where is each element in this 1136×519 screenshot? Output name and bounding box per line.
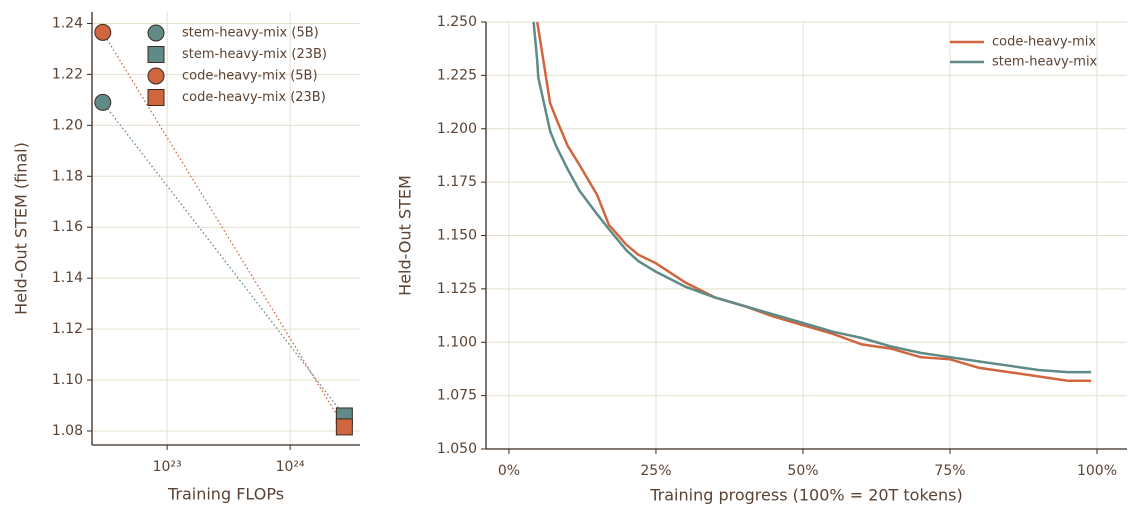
y-tick-label: 1.10: [52, 372, 83, 388]
legend-marker: [147, 46, 165, 63]
legend-label: code-heavy-mix (5B): [182, 69, 318, 84]
x-tick-label: 50%: [787, 463, 818, 479]
x-tick-label: 25%: [640, 463, 671, 479]
legend-label: stem-heavy-mix (5B): [182, 26, 319, 41]
x-tick-label: 10²³: [153, 459, 182, 475]
y-tick-label: 1.08: [52, 423, 83, 439]
y-tick-label: 1.24: [52, 15, 83, 31]
x-tick-label: 75%: [934, 463, 965, 479]
legend-label: stem-heavy-mix: [992, 55, 1098, 70]
y-tick-label: 1.20: [52, 117, 83, 133]
legend-marker: [147, 89, 165, 106]
legend-marker: [147, 24, 165, 42]
point: [94, 23, 112, 41]
connector: [102, 32, 345, 428]
y-tick-label: 1.14: [52, 270, 83, 286]
legend-label: code-heavy-mix (23B): [182, 90, 326, 105]
y-tick-label: 1.150: [437, 228, 477, 244]
y-tick-label: 1.250: [437, 14, 477, 30]
point: [335, 418, 353, 436]
y-tick-label: 1.175: [437, 174, 477, 190]
connector: [102, 102, 345, 417]
x-axis-label: Training FLOPs: [167, 485, 284, 504]
y-tick-label: 1.125: [437, 281, 477, 297]
legend-label: stem-heavy-mix (23B): [182, 47, 327, 62]
y-tick-label: 1.075: [437, 388, 477, 404]
y-tick-label: 1.16: [52, 219, 83, 235]
y-tick-label: 1.050: [437, 441, 477, 457]
x-axis-label: Training progress (100% = 20T tokens): [649, 486, 962, 505]
x-tick-label: 10²⁴: [276, 459, 305, 475]
y-axis-label: Held-Out STEM (final): [12, 142, 31, 315]
y-tick-label: 1.225: [437, 67, 477, 83]
line: [532, 21, 1092, 374]
y-tick-label: 1.22: [52, 66, 83, 82]
y-tick-label: 1.200: [437, 121, 477, 137]
legend-marker: [147, 67, 165, 85]
y-tick-label: 1.18: [52, 168, 83, 184]
x-tick-label: 100%: [1077, 463, 1117, 479]
point: [94, 93, 112, 111]
y-tick-label: 1.12: [52, 321, 83, 337]
legend-label: code-heavy-mix: [992, 35, 1096, 50]
y-tick-label: 1.100: [437, 334, 477, 350]
x-tick-label: 0%: [498, 463, 520, 479]
y-axis-label: Held-Out STEM: [396, 175, 415, 296]
